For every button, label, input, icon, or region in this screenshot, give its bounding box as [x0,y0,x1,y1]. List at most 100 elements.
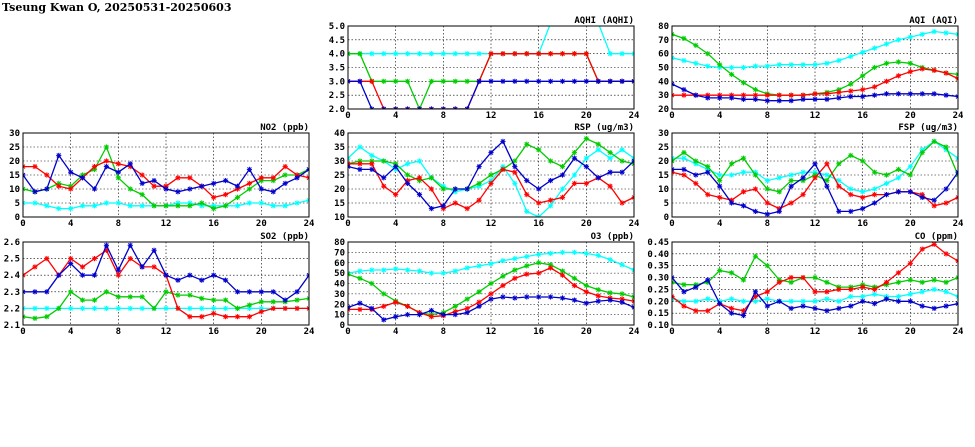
data-point [728,71,735,78]
y-tick-label: 2.1 [4,321,20,331]
data-point [776,92,782,98]
data-point [294,175,300,181]
data-point [788,172,794,178]
data-point [187,314,193,320]
data-point [860,293,866,300]
data-point [404,312,411,318]
data-point [919,303,925,309]
data-point [348,78,351,84]
data-point [270,203,276,209]
data-point [536,186,542,192]
data-point [91,256,98,262]
y-tick-label: 20 [658,157,669,167]
data-point [393,51,399,57]
series-line [672,140,958,193]
chart-title: O3 (ppb) [591,232,634,242]
plot-frame [671,25,959,110]
data-point [428,307,435,314]
data-point [393,266,399,272]
x-tick-label: 0 [345,327,350,337]
data-point [619,299,625,305]
data-point [44,172,50,178]
data-point [848,93,854,100]
data-point [199,314,205,320]
data-point [631,78,634,84]
data-point [488,296,494,302]
data-point [871,92,878,98]
data-point [931,197,937,203]
data-point [500,166,506,172]
x-tick-label: 8 [441,219,446,229]
data-point [824,308,830,314]
data-point [536,78,542,84]
data-point [500,138,506,144]
data-point [824,60,830,66]
chart-title: NO2 (ppb) [260,123,309,133]
data-point [583,51,589,57]
x-tick-label: 0 [20,219,25,229]
data-point [369,267,375,273]
data-point [583,289,589,295]
data-point [919,66,925,72]
data-point [547,178,554,184]
data-point [44,203,50,209]
data-point [404,51,411,57]
data-point [824,279,830,285]
data-point [44,256,50,262]
data-point [393,299,399,305]
data-point [693,42,699,48]
y-tick-label: 3.5 [329,64,345,74]
data-point [246,289,253,295]
data-point [595,175,601,181]
data-point [672,293,675,300]
data-point [404,161,411,167]
data-point [919,194,925,200]
data-point [871,64,878,71]
data-point [800,303,806,309]
data-point [860,158,866,164]
x-tick-label: 20 [256,219,267,229]
x-tick-label: 24 [629,327,640,337]
data-point [607,297,613,303]
data-point [464,296,470,302]
y-tick-label: 10 [658,185,669,195]
data-point [222,178,229,184]
data-point [524,253,530,260]
data-point [23,200,26,206]
y-tick-label: 20 [9,157,20,167]
data-point [705,51,711,57]
data-point [672,158,675,164]
data-point [800,175,806,181]
y-tick-label: 40 [658,77,669,87]
data-point [32,289,38,295]
data-point [536,260,542,266]
data-point [404,267,411,273]
y-tick-label: 2.4 [4,271,21,281]
y-tick-label: 15 [9,171,20,181]
data-point [381,291,387,297]
data-point [428,175,435,181]
data-point [357,306,363,313]
data-point [246,200,253,206]
data-point [246,166,253,172]
data-point [211,206,217,212]
data-point [282,180,288,186]
data-point [512,275,518,281]
data-point [524,208,530,214]
data-point [824,172,830,178]
data-point [488,180,494,186]
data-point [32,315,38,321]
data-point [693,92,699,98]
data-point [56,183,62,189]
data-point [595,147,601,153]
data-point [163,305,169,311]
y-tick-label: 2.6 [4,238,20,248]
data-point [488,150,494,156]
data-point [607,290,613,296]
data-point [559,249,566,255]
data-point [560,21,565,26]
data-point [672,92,675,98]
data-point [404,106,411,109]
x-tick-label: 16 [208,327,219,337]
y-tick-label: 2.5 [329,91,345,101]
